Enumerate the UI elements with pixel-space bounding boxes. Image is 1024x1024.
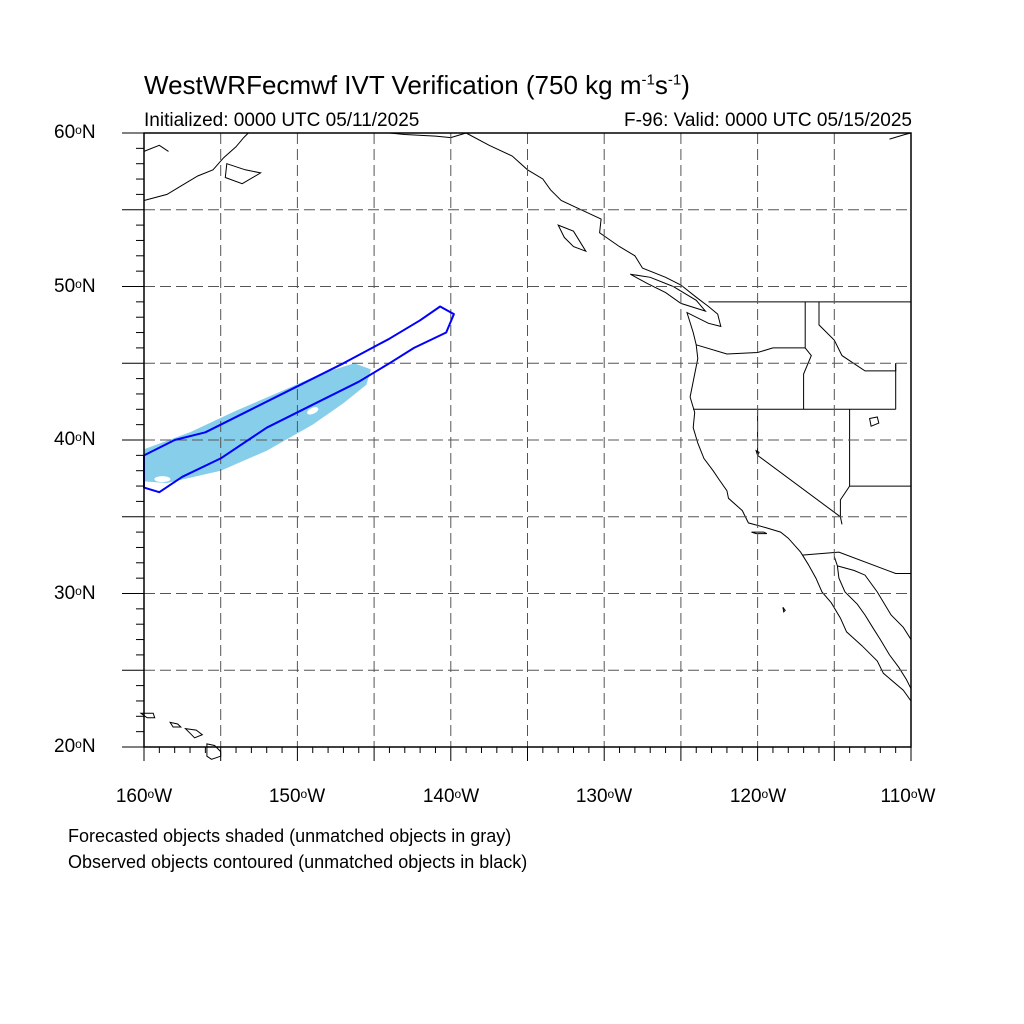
caption-observed: Observed objects contoured (unmatched ob… (68, 852, 528, 872)
lake-tahoe-region (755, 449, 760, 457)
island-hawaii-1 (139, 712, 156, 719)
forecast-gap (154, 476, 171, 483)
lat-label-30n: 30oN (54, 583, 96, 604)
coastline-gulf-california (836, 565, 912, 689)
lon-label-110w: 110oW (880, 786, 936, 807)
border-baja (833, 556, 838, 567)
coastline-hudson-fragment (889, 132, 912, 140)
coastline-mexico-mainland (837, 565, 912, 640)
lon-label-140w: 140oW (422, 786, 480, 807)
lon-label-120w: 120oW (729, 786, 787, 807)
border-ca-nv (757, 409, 843, 525)
lat-label-20n: 20oN (54, 736, 96, 757)
island-kodiak (224, 163, 262, 185)
lat-label-60n: 60oN (54, 122, 96, 143)
island-guadalupe (782, 607, 786, 613)
border-us-mexico (802, 551, 911, 574)
border-or-id (803, 301, 812, 410)
island-hawaii-4 (206, 743, 222, 760)
island-haida-gwaii (557, 224, 587, 253)
observed-object-contour (143, 305, 455, 494)
lake-great-salt (869, 416, 880, 427)
island-hawaii-3 (183, 727, 204, 739)
lat-label-40n: 40oN (54, 429, 96, 450)
lon-label-130w: 130oW (575, 786, 633, 807)
island-vancouver (630, 273, 707, 313)
initialized-time: Initialized: 0000 UTC 05/11/2025 (144, 110, 420, 131)
coastline-alaska-corner (143, 132, 249, 201)
caption-forecast: Forecasted objects shaded (unmatched obj… (68, 826, 512, 846)
valid-time: F-96: Valid: 0000 UTC 05/15/2025 (624, 110, 912, 131)
forecast-gap (307, 407, 319, 415)
lat-label-50n: 50oN (54, 276, 96, 297)
lon-label-160w: 160oW (115, 786, 173, 807)
island-hawaii-2 (169, 721, 183, 728)
border-wa-or (696, 344, 806, 355)
forecast-object (144, 363, 371, 483)
lon-label-150w: 150oW (268, 786, 326, 807)
island-channel (751, 531, 768, 535)
coastline-na-west (465, 132, 912, 702)
border-nv-az (839, 409, 851, 517)
border-id-mt (818, 301, 897, 372)
coastline-alaska-fragment (143, 144, 169, 152)
map-title: WestWRFecmwf IVT Verification (750 kg m-… (144, 70, 690, 100)
coastline-alaska-gulf (389, 132, 467, 139)
